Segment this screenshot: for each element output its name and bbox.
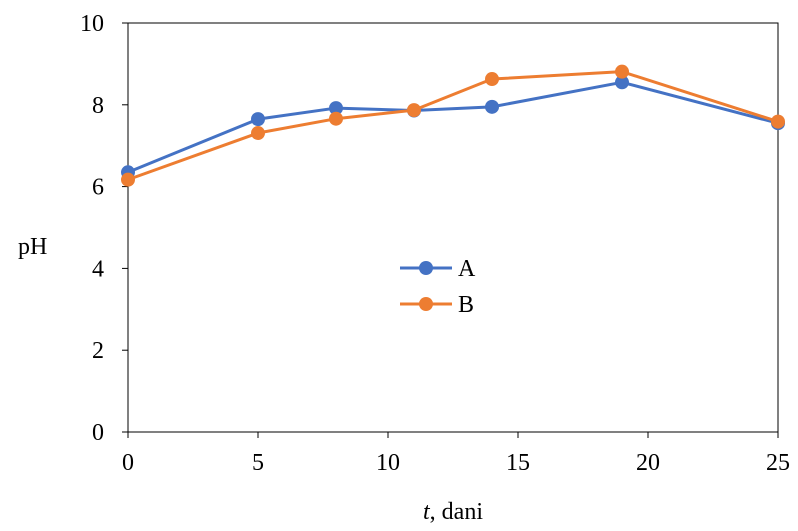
legend-marker xyxy=(419,261,433,275)
y-tick-label: 10 xyxy=(80,11,104,37)
legend: AB xyxy=(400,256,476,318)
y-tick-labels: 0 2 4 6 8 10 xyxy=(80,11,128,446)
plot-axes xyxy=(127,22,779,433)
data-point-B xyxy=(329,111,343,126)
x-tick-label: 15 xyxy=(506,450,530,476)
x-axis-label: t, dani xyxy=(423,499,483,525)
legend-label: B xyxy=(458,292,474,318)
data-point-A xyxy=(615,75,629,90)
data-point-A xyxy=(485,99,499,114)
x-tick-label: 20 xyxy=(636,450,660,476)
series-layer xyxy=(121,64,785,187)
x-tick-label: 10 xyxy=(376,450,400,476)
y-tick-label: 4 xyxy=(92,256,104,282)
plot-frame xyxy=(127,22,779,433)
data-point-B xyxy=(615,64,629,79)
legend-marker xyxy=(419,297,433,311)
data-point-B xyxy=(121,172,135,187)
x-axis-label-variable: t xyxy=(423,499,431,525)
legend-item-A: A xyxy=(400,256,476,282)
data-point-B xyxy=(407,103,421,118)
x-tick-labels: 0 5 10 15 20 25 xyxy=(122,432,790,476)
data-point-A xyxy=(329,101,343,116)
data-point-B xyxy=(251,126,265,141)
data-point-B xyxy=(485,72,499,87)
data-point-A xyxy=(251,112,265,127)
y-tick-label: 0 xyxy=(92,420,104,446)
x-tick-label: 0 xyxy=(122,450,134,476)
y-axis-label: pH xyxy=(18,234,47,260)
data-point-B xyxy=(771,114,785,129)
legend-item-B: B xyxy=(400,292,474,318)
y-tick-label: 6 xyxy=(92,175,104,201)
series-B xyxy=(121,64,785,187)
series-line-B xyxy=(127,70,779,182)
legend-label: A xyxy=(458,256,476,282)
x-tick-label: 5 xyxy=(252,450,264,476)
y-tick-label: 2 xyxy=(92,338,104,364)
y-tick-label: 8 xyxy=(92,93,104,119)
x-axis-label-unit: , dani xyxy=(430,499,484,525)
x-tick-label: 25 xyxy=(766,450,790,476)
